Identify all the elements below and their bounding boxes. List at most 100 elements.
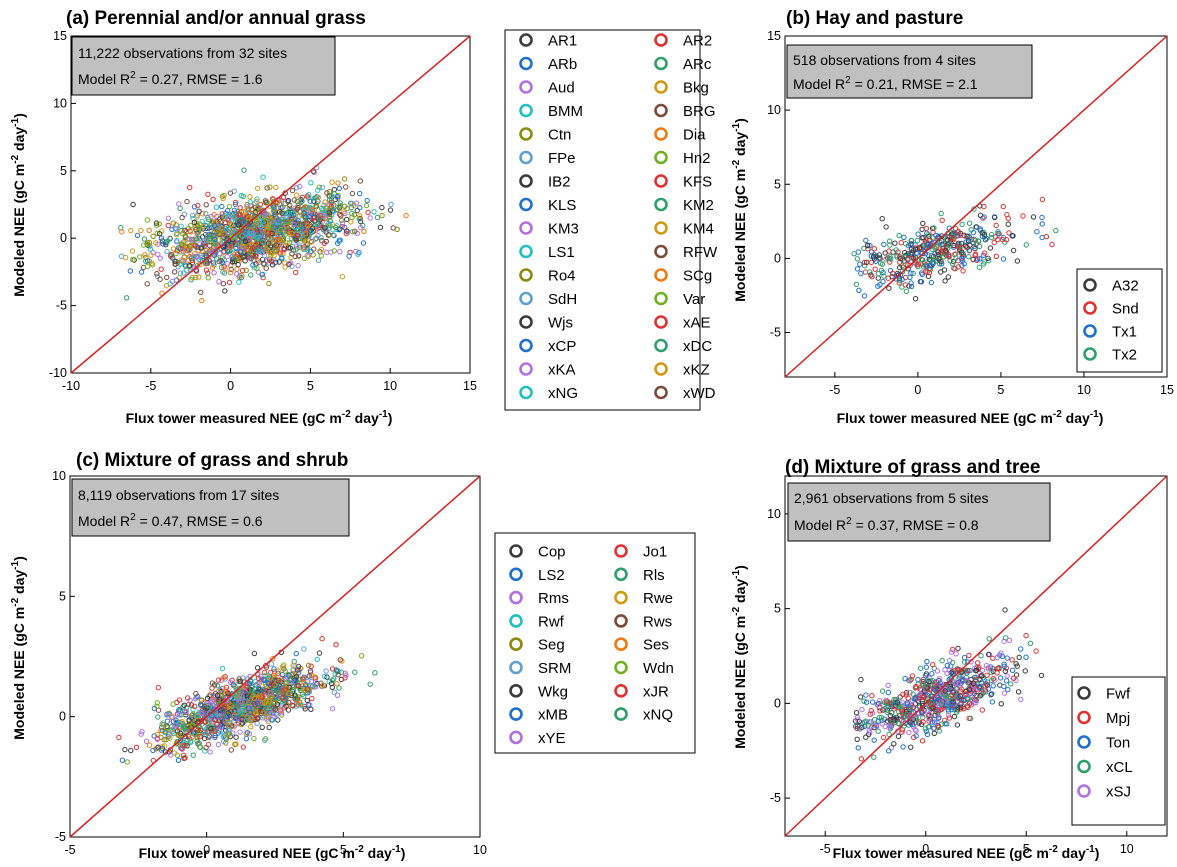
data-point xyxy=(193,274,199,281)
data-point xyxy=(307,239,314,246)
data-point xyxy=(134,232,141,239)
data-point xyxy=(288,677,294,683)
data-point xyxy=(276,227,282,233)
data-point xyxy=(935,695,941,701)
x-tick-label: -5 xyxy=(64,843,75,857)
data-point xyxy=(357,190,363,197)
data-point xyxy=(924,685,930,691)
legend-marker xyxy=(614,567,628,582)
data-point xyxy=(233,692,239,698)
data-point xyxy=(968,715,974,722)
legend-marker xyxy=(509,614,523,628)
data-point xyxy=(891,696,897,703)
data-point xyxy=(339,658,345,664)
data-point xyxy=(900,691,906,697)
data-point xyxy=(211,223,218,229)
data-point xyxy=(897,254,903,260)
y-tick-label: 5 xyxy=(774,602,781,616)
data-point xyxy=(229,723,235,729)
data-point xyxy=(868,707,874,714)
data-point xyxy=(234,703,240,709)
data-point xyxy=(357,204,363,211)
data-point xyxy=(220,708,226,714)
data-point xyxy=(156,231,163,237)
data-point xyxy=(871,737,877,743)
y-tick-label: 15 xyxy=(767,29,781,43)
panel-c-stat-line1: 8,119 observations from 17 sites xyxy=(78,487,279,503)
data-point xyxy=(246,236,253,242)
data-point xyxy=(329,179,335,185)
data-point xyxy=(205,741,212,748)
data-point xyxy=(343,672,349,678)
data-point xyxy=(189,274,195,281)
data-point xyxy=(164,725,171,731)
legend-marker xyxy=(654,56,668,71)
data-point xyxy=(1011,675,1017,681)
data-point xyxy=(920,719,926,725)
data-point xyxy=(237,698,244,705)
data-point xyxy=(144,263,151,269)
data-point xyxy=(183,267,190,274)
data-point xyxy=(333,642,339,648)
data-point xyxy=(907,705,913,712)
data-point xyxy=(938,210,944,217)
data-point xyxy=(224,732,231,738)
data-point xyxy=(1009,667,1016,673)
data-point xyxy=(879,721,886,727)
data-point xyxy=(254,234,260,240)
data-point xyxy=(337,249,343,255)
data-point xyxy=(344,216,350,223)
data-point xyxy=(367,215,373,221)
data-point xyxy=(883,224,889,230)
y-tick-label: -5 xyxy=(770,326,781,340)
data-point xyxy=(239,233,246,239)
y-tick-label: 0 xyxy=(774,696,781,710)
data-point xyxy=(237,205,243,211)
data-point xyxy=(924,658,930,665)
data-point xyxy=(944,721,950,727)
x-tick-label: 0 xyxy=(203,843,210,857)
data-point xyxy=(983,663,990,669)
data-point xyxy=(250,230,257,237)
legend-label: AR1 xyxy=(548,33,577,50)
data-point xyxy=(221,192,227,199)
data-point xyxy=(286,699,292,706)
data-point xyxy=(251,224,258,230)
data-point xyxy=(173,741,180,747)
data-point xyxy=(253,682,259,688)
legend-marker xyxy=(654,362,668,376)
data-point xyxy=(976,243,983,250)
data-point xyxy=(910,255,916,261)
data-point xyxy=(294,243,300,249)
y-tick-label: 10 xyxy=(52,469,66,483)
data-point xyxy=(390,225,396,231)
legend-box xyxy=(494,532,696,754)
panel-b-stat-line1: 518 observations from 4 sites xyxy=(793,52,976,68)
data-point xyxy=(189,212,196,219)
data-point xyxy=(910,691,916,697)
data-point xyxy=(198,289,204,296)
data-point xyxy=(357,178,363,184)
data-point xyxy=(260,174,266,180)
data-point xyxy=(177,205,183,212)
data-point xyxy=(292,663,298,669)
data-point xyxy=(185,723,191,730)
data-point xyxy=(995,229,1001,235)
data-point xyxy=(298,221,304,227)
data-point xyxy=(899,717,905,723)
panel-b-title: (b) Hay and pasture xyxy=(786,8,963,29)
data-point xyxy=(856,718,862,725)
data-point xyxy=(928,257,934,264)
data-point xyxy=(324,249,330,256)
data-point xyxy=(856,287,862,293)
data-point xyxy=(894,699,901,705)
data-point xyxy=(183,708,189,715)
data-point xyxy=(244,207,250,213)
data-point xyxy=(1049,241,1055,248)
data-point xyxy=(228,708,234,715)
data-point xyxy=(232,722,238,728)
data-point xyxy=(297,232,303,239)
data-point xyxy=(868,253,874,259)
data-point xyxy=(220,195,226,202)
